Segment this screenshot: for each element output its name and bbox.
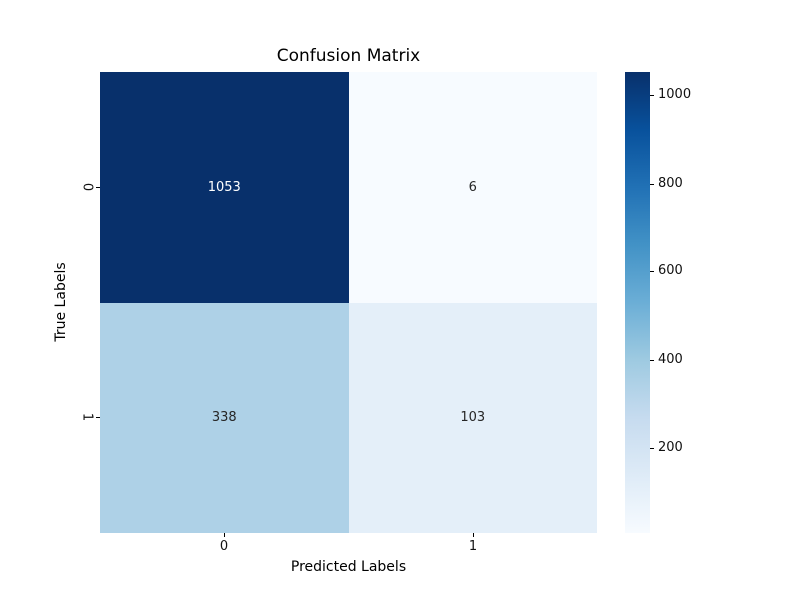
y-tick-mark-0 xyxy=(96,187,100,188)
x-tick-mark-1 xyxy=(473,533,474,537)
cell-value: 1053 xyxy=(207,179,241,195)
colorbar-tick-mark-800 xyxy=(650,184,654,185)
colorbar-tick-mark-600 xyxy=(650,271,654,272)
colorbar-tick-label-800: 800 xyxy=(658,176,683,191)
colorbar-tick-label-400: 400 xyxy=(658,352,683,367)
heatmap-cell-true0-pred1: 6 xyxy=(348,72,597,303)
y-tick-label-0: 0 xyxy=(79,182,95,192)
heatmap-grid: 1053 6 338 103 xyxy=(100,72,597,533)
heatmap-cell-true1-pred0: 338 xyxy=(100,302,349,533)
heatmap-cell-true0-pred0: 1053 xyxy=(100,72,349,303)
y-tick-label-1: 1 xyxy=(79,412,95,422)
heatmap-cell-true1-pred1: 103 xyxy=(348,302,597,533)
colorbar-gradient xyxy=(625,72,650,533)
cell-value: 103 xyxy=(460,410,486,426)
colorbar-tick-label-1000: 1000 xyxy=(658,87,692,102)
colorbar-tick-label-200: 200 xyxy=(658,440,683,455)
colorbar-tick-mark-400 xyxy=(650,360,654,361)
colorbar-tick-label-600: 600 xyxy=(658,263,683,278)
x-tick-label-1: 1 xyxy=(468,539,478,554)
x-axis-label: Predicted Labels xyxy=(290,559,407,575)
chart-title: Confusion Matrix xyxy=(276,46,421,66)
colorbar-tick-mark-200 xyxy=(650,448,654,449)
y-axis-label: True Labels xyxy=(53,262,69,342)
x-tick-label-0: 0 xyxy=(219,539,229,554)
cell-value: 6 xyxy=(468,179,477,195)
y-tick-mark-1 xyxy=(96,417,100,418)
x-tick-mark-0 xyxy=(224,533,225,537)
colorbar-tick-mark-1000 xyxy=(650,95,654,96)
cell-value: 338 xyxy=(211,410,237,426)
